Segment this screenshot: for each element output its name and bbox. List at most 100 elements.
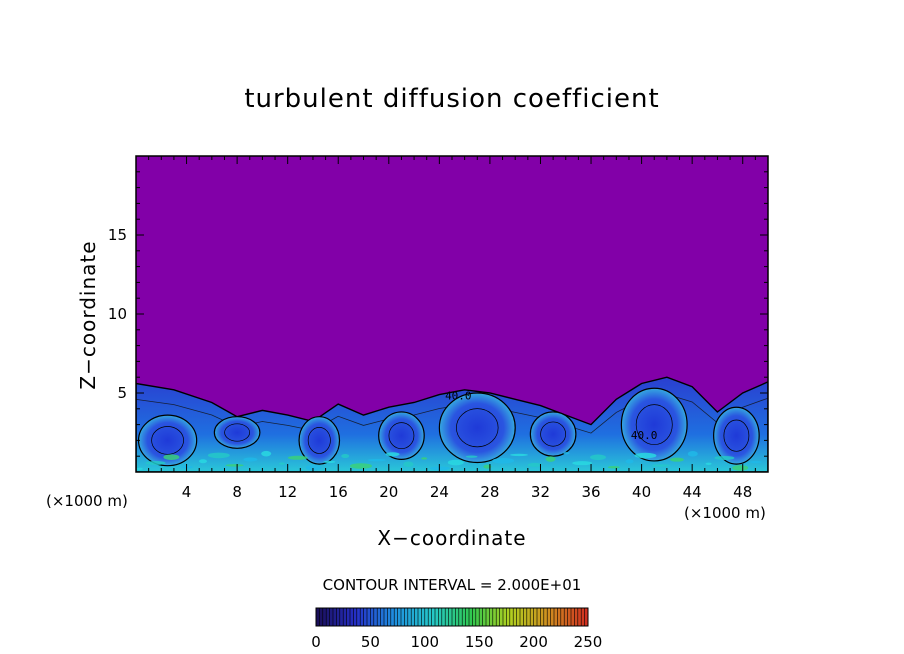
colorbar: 0 50 100 150 200 250	[311, 607, 603, 651]
x-tick-label: 4	[182, 483, 192, 501]
colorbar-cell	[441, 608, 446, 626]
eddy	[620, 387, 688, 462]
colorbar-tick-label: 50	[361, 633, 380, 651]
x-tick-label: 8	[232, 483, 242, 501]
eddy	[298, 416, 341, 465]
colorbar-cell	[336, 608, 341, 626]
turbulence-streak	[163, 454, 180, 460]
colorbar-cell	[350, 608, 354, 626]
colorbar-cell	[499, 608, 504, 626]
colorbar-frame	[315, 607, 589, 627]
colorbar-cell	[526, 608, 531, 626]
colorbar-cell	[339, 608, 344, 626]
eddy	[438, 392, 516, 464]
colorbar-cell	[567, 608, 572, 626]
contour-interval: CONTOUR INTERVAL = 2.000E+01	[322, 576, 582, 594]
turbulence-streak	[367, 458, 386, 462]
colorbar-cell	[370, 608, 375, 626]
turbulence-streak	[136, 467, 143, 471]
eddy-contour	[635, 404, 673, 445]
colorbar-cell	[322, 608, 327, 626]
turbulence-streak	[687, 451, 698, 457]
colorbar-cell	[472, 608, 477, 626]
colorbar-cell	[530, 608, 534, 626]
turbulence-streak	[198, 459, 207, 464]
colorbar-cell	[424, 608, 429, 626]
colorbar-cell	[554, 608, 558, 626]
colorbar-cell	[421, 608, 426, 626]
colorbar-cell	[581, 608, 585, 626]
colorbar-cell	[360, 608, 364, 626]
colorbar-cell	[390, 608, 395, 626]
colorbar-cell	[465, 608, 470, 626]
colorbar-cell	[407, 608, 412, 626]
eddy	[713, 406, 760, 465]
colorbar-cell	[373, 608, 378, 626]
colorbar-cell	[520, 608, 524, 626]
colorbar-cell	[509, 608, 514, 626]
colorbar-cell	[550, 608, 555, 626]
turbulence-streak	[429, 466, 450, 471]
colorbar-cell	[523, 608, 528, 626]
turbulence-streak	[421, 457, 428, 460]
colorbar-cell	[414, 608, 419, 626]
eddy-contour	[224, 423, 250, 442]
colorbar-cell	[319, 608, 324, 626]
turbulence-streak	[652, 464, 671, 467]
colorbar-cell	[513, 608, 517, 626]
colorbar-cell	[574, 608, 579, 626]
colorbar-tick-label: 250	[574, 633, 603, 651]
colorbar-cell	[384, 608, 388, 626]
x-tick-label: 36	[581, 483, 600, 501]
turbulence-streak	[465, 455, 478, 458]
colorbar-cell	[543, 608, 548, 626]
turbulence-streak	[181, 465, 194, 469]
colorbar-cell	[475, 608, 480, 626]
colorbar-cell	[462, 608, 466, 626]
eddy-contour	[151, 426, 184, 455]
colorbar-cell	[547, 608, 551, 626]
x-tick-label: 32	[531, 483, 550, 501]
colorbar-cell	[455, 608, 460, 626]
x-tick-label: 24	[430, 483, 449, 501]
colorbar-cell	[506, 608, 511, 626]
colorbar-cell	[452, 608, 456, 626]
colorbar-tick-label: 0	[311, 633, 321, 651]
x-tick-label: 12	[278, 483, 297, 501]
x-unit-right: (×1000 m)	[684, 504, 766, 522]
colorbar-cell	[387, 608, 392, 626]
turbulence-streak	[261, 450, 272, 457]
eddy-contour	[456, 408, 499, 448]
contour-label: 40.0	[445, 389, 472, 402]
turbulence-streak	[349, 463, 372, 469]
turbulence-streak	[447, 459, 464, 466]
x-tick-label: 48	[733, 483, 752, 501]
colorbar-cell	[486, 608, 490, 626]
colorbar-cell	[503, 608, 507, 626]
eddy-contour	[307, 427, 331, 454]
colorbar-cell	[401, 608, 405, 626]
turbulence-streak	[705, 462, 712, 465]
turbulence-streak	[323, 460, 336, 464]
eddy	[529, 411, 577, 457]
colorbar-cell	[445, 608, 449, 626]
colorbar-cell	[533, 608, 538, 626]
colorbar-cell	[367, 608, 371, 626]
turbulence-streak	[572, 461, 593, 466]
colorbar-cell	[377, 608, 381, 626]
turbulence-streak	[225, 464, 244, 467]
turbulence-streak	[607, 466, 620, 469]
colorbar-cell	[438, 608, 443, 626]
x-tick-label: 44	[683, 483, 702, 501]
colorbar-cell	[557, 608, 562, 626]
turbulence-streak	[145, 460, 166, 465]
x-tick-label: 20	[379, 483, 398, 501]
colorbar-cell	[394, 608, 398, 626]
colorbar-cell	[479, 608, 483, 626]
colorbar-cell	[584, 608, 589, 626]
colorbar-cell	[482, 608, 487, 626]
colorbar-cell	[363, 608, 368, 626]
colorbar-cell	[492, 608, 497, 626]
colorbar-cell	[326, 608, 330, 626]
